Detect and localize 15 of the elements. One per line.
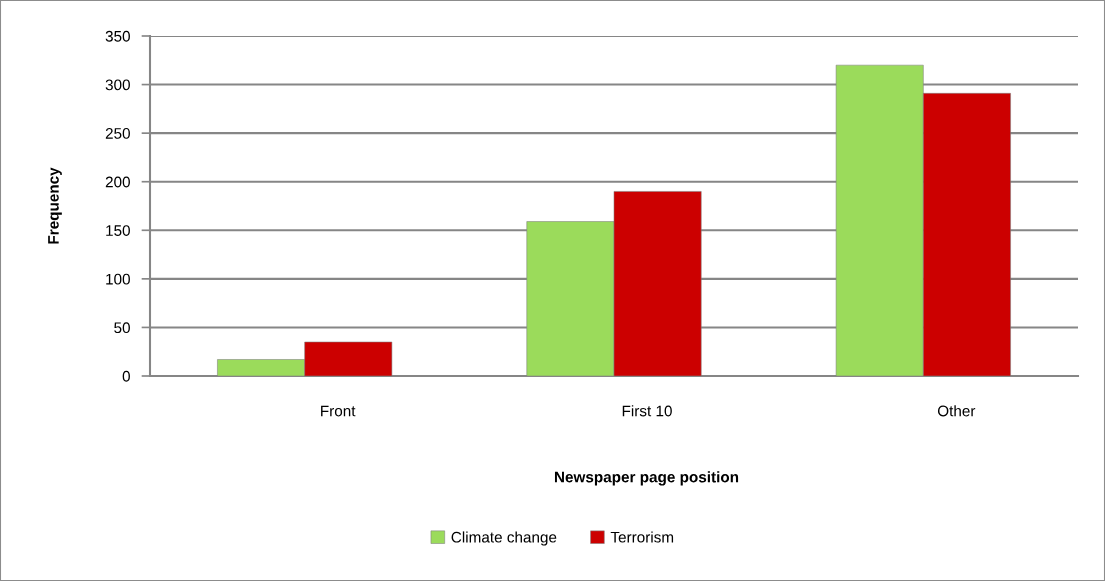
legend-label: Terrorism — [610, 531, 674, 543]
x-tick-label: Front — [321, 405, 356, 417]
y-axis-title: Frequency — [48, 167, 62, 244]
y-tick-label: 0 — [122, 370, 130, 382]
y-tick-label: 300 — [105, 79, 130, 91]
x-tick-label: First 10 — [622, 405, 672, 417]
y-tick-label: 200 — [105, 176, 130, 188]
y-tick-label: 250 — [105, 128, 130, 139]
y-tick-label: 100 — [106, 273, 130, 285]
y-tick-label: 350 — [105, 30, 130, 42]
x-tick-label: Other — [937, 405, 976, 417]
legend-label: Climate change — [451, 531, 557, 546]
x-axis-title: Newspaper page position — [554, 471, 739, 486]
y-tick-label: 150 — [106, 225, 130, 236]
y-tick-label: 50 — [114, 322, 130, 334]
